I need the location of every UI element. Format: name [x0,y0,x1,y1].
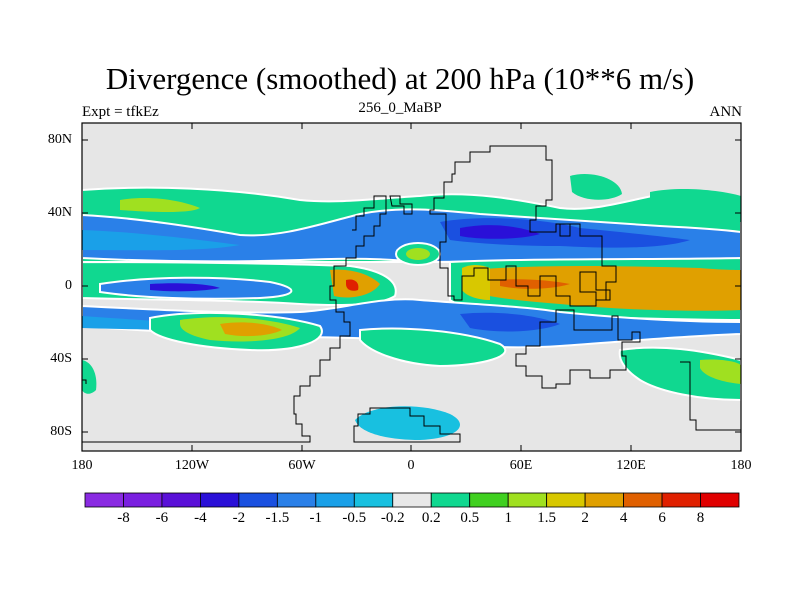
contour-green-north-east [570,174,622,200]
contour-darkblue-equator-west [150,283,220,292]
colorbar-box [392,492,432,508]
colorbar-box [315,492,355,508]
contour-green-south-america [359,327,507,368]
x-tick-180e: 180 [730,458,752,473]
colorbar-label: -6 [155,510,169,526]
axis-ticks [82,123,741,451]
colorbar [84,492,740,508]
experiment-label: Expt = tfkEz [82,104,159,120]
map-field [82,123,741,451]
colorbar-box [276,492,317,508]
colorbar-box [84,492,124,508]
colorbar-box [469,492,509,508]
colorbar-box [661,492,701,508]
y-tick-80s: 80S [50,424,72,439]
contour-orange-south-pacific [220,322,282,337]
contour-lightblue-north [82,230,240,251]
colorbar-box [430,492,471,508]
plot-title: Divergence (smoothed) at 200 hPa (10**6 … [105,61,695,96]
colorbar-box [123,492,163,508]
contour-yellow-north-west [120,197,200,212]
y-tick-40n: 40N [47,205,72,220]
colorbar-label: -0.2 [380,510,405,526]
contour-red-america [346,279,359,291]
y-tick-80n: 80N [47,132,72,147]
colorbar-box [161,492,201,508]
colorbar-label: -8 [117,510,130,526]
contour-yellow-cell-atlantic [406,248,430,260]
colorbar-label: -1 [309,510,323,526]
y-tick-40s: 40S [50,351,72,366]
colorbar-label: 0.2 [421,510,441,526]
x-tick-180w: 180 [71,458,93,473]
colorbar-label: 4 [619,510,628,526]
colorbar-label: 0.5 [460,510,480,526]
colorbar-box [507,492,548,508]
colorbar-box [700,492,740,508]
contour-green-south-west [82,360,97,394]
contour-blue-north [82,208,741,264]
colorbar-box [238,492,278,508]
contour-yellow-equator-east [462,265,490,300]
case-label: 256_0_MaBP [358,100,442,116]
season-label: ANN [709,104,743,120]
x-tick-60e: 60E [509,458,533,473]
x-tick-120e: 120E [616,458,646,473]
colorbar-box [353,492,394,508]
x-tick-0: 0 [407,458,415,473]
contour-deepblue-north-asia [460,225,540,239]
contour-darkblue-south-indian [460,312,560,332]
contour-darkblue-north-asia [440,218,690,248]
colorbar-label: 8 [696,510,705,526]
x-tick-60w: 60W [288,458,316,473]
contour-green-north-pacific [650,189,741,222]
colorbar-box [546,492,586,508]
x-tick-120w: 120W [174,458,210,473]
contour-yellow-south-east [700,359,741,384]
colorbar-label: 1 [504,510,512,526]
contour-lightblue-antarctic [355,406,460,440]
colorbar-label: -1.5 [265,510,290,526]
colorbar-label: 2 [581,510,589,526]
colorbar-label: -4 [194,510,207,526]
colorbar-label: -0.5 [342,510,367,526]
colorbar-label: 6 [658,510,666,526]
coastlines [82,145,741,443]
colorbar-label: -2 [232,510,246,526]
colorbar-box [623,492,663,508]
colorbar-box [584,492,624,508]
colorbar-label: 1.5 [537,510,556,526]
y-tick-0: 0 [65,278,72,293]
colorbar-box [200,492,240,508]
